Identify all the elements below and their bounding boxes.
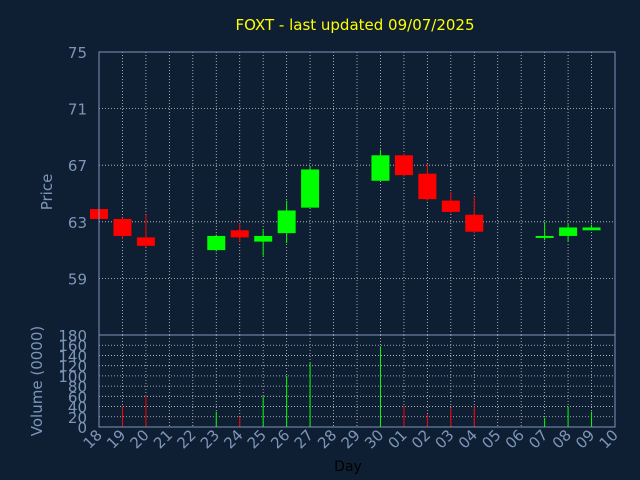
volume-y-tick-label: 160 — [58, 337, 87, 355]
candle-body — [371, 155, 390, 181]
x-axis-label: Day — [334, 459, 362, 475]
price-y-ticks: 75 71 67 63 59 — [68, 44, 87, 288]
price-y-tick-label: 75 — [68, 44, 87, 62]
price-y-tick-label: 71 — [68, 101, 87, 119]
chart-title: FOXT - last updated 09/07/2025 — [235, 16, 474, 34]
volume-y-tick-label: 180 — [58, 327, 87, 345]
volume-axis-label: Volume (0000) — [28, 326, 46, 436]
volume-y-tick-label: 80 — [68, 378, 87, 396]
volume-bars — [121, 346, 593, 427]
candle-body — [394, 155, 413, 176]
candle-body — [136, 237, 155, 246]
candle-body — [301, 169, 320, 208]
candle-body — [535, 235, 554, 238]
x-axis-ticks: 1819202122232425262728293001020304050607… — [80, 426, 622, 452]
volume-y-tick-label: 0 — [77, 419, 87, 437]
candle-body — [230, 230, 249, 238]
candle-body — [277, 210, 296, 234]
volume-y-tick-label: 120 — [58, 358, 87, 376]
candles — [90, 149, 601, 256]
price-y-tick-label: 59 — [68, 270, 87, 288]
candle-body — [559, 227, 578, 236]
candle-body — [465, 214, 484, 232]
candle-body — [207, 235, 226, 251]
volume-y-tick-label: 60 — [68, 388, 87, 406]
volume-y-tick-label: 140 — [58, 347, 87, 365]
candle-body — [254, 235, 273, 242]
volume-y-tick-label: 20 — [68, 409, 87, 427]
price-y-tick-label: 67 — [68, 157, 87, 175]
volume-y-tick-label: 40 — [68, 399, 87, 417]
volume-plot-border — [98, 334, 616, 428]
candle-body — [582, 227, 601, 231]
price-panel: 75 71 67 63 59 Price — [38, 44, 616, 336]
price-axis-label: Price — [38, 174, 56, 211]
candle-body — [418, 173, 437, 200]
candle-body — [113, 218, 132, 236]
price-y-tick-label: 63 — [68, 214, 87, 232]
volume-y-tick-label: 100 — [58, 368, 87, 386]
candle-body — [441, 200, 460, 212]
